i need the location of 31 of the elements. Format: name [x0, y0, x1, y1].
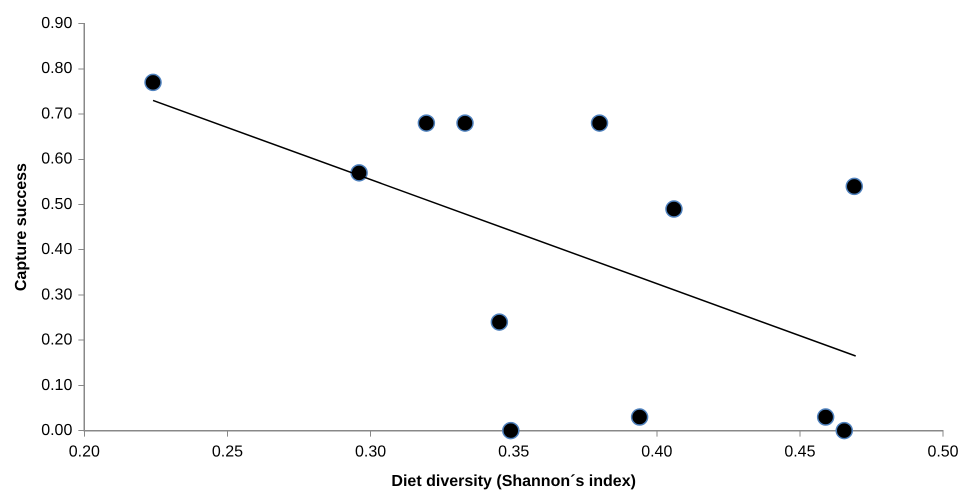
x-tick-label: 0.30	[354, 444, 386, 461]
x-tick-label: 0.20	[68, 444, 100, 461]
x-tick-label: 0.25	[212, 444, 244, 461]
point	[502, 422, 520, 440]
y-tick-label: 0.70	[41, 105, 72, 122]
y-axis-title: Capture success	[13, 162, 30, 292]
y-tick-label: 0.40	[41, 241, 72, 258]
x-axis-title: Diet diversity (Shannon´s index)	[391, 472, 636, 490]
x-tick-label: 0.45	[784, 444, 816, 461]
y-tick-label: 0.90	[41, 15, 72, 32]
y-tick-label: 0.30	[41, 286, 72, 304]
y-tick-label: 0.10	[41, 376, 72, 394]
point	[490, 313, 508, 331]
y-tick-label: 0.20	[41, 332, 72, 349]
point	[456, 114, 474, 132]
y-tick-label: 0.60	[41, 150, 72, 168]
y-tick-label: 0.50	[41, 196, 72, 213]
point	[418, 114, 436, 132]
point	[590, 114, 608, 132]
point	[836, 422, 854, 440]
y-tick-label: 0.00	[41, 422, 72, 440]
x-tick-label: 0.35	[498, 444, 530, 461]
point	[816, 408, 834, 426]
point	[350, 164, 368, 182]
y-tick-label: 0.80	[41, 60, 72, 78]
point	[846, 178, 864, 196]
point	[144, 74, 162, 92]
x-tick-label: 0.50	[927, 444, 959, 461]
x-tick-label: 0.40	[641, 444, 672, 461]
point	[665, 200, 683, 218]
point	[630, 408, 648, 426]
